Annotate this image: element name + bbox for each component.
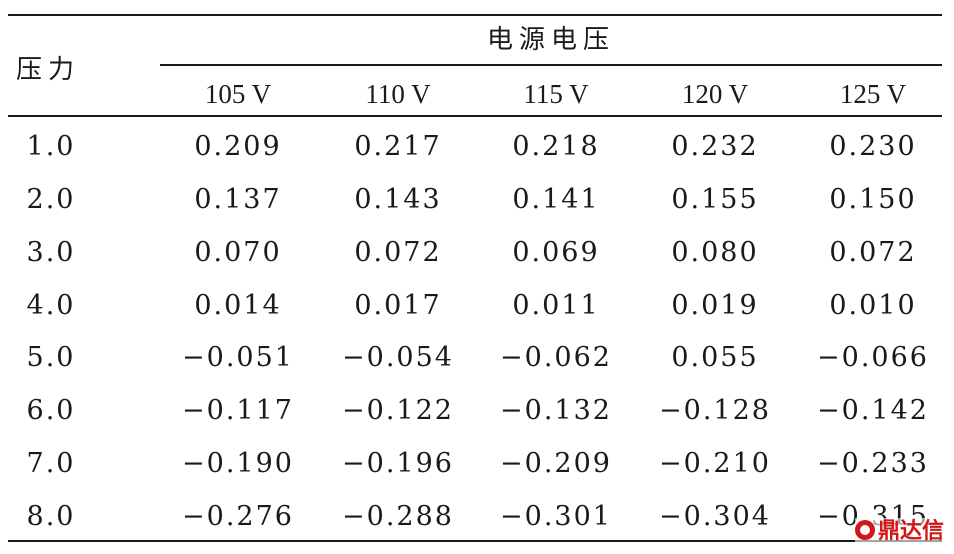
- table-cell: 0.072: [354, 237, 442, 268]
- table-cell: −0.190: [182, 448, 294, 479]
- table-cell: −0.066: [817, 342, 929, 373]
- table-cell: 0.019: [671, 290, 759, 321]
- table-cell: 0.150: [829, 184, 917, 215]
- table-cell: 0.011: [512, 290, 600, 321]
- watermark: 鼎达信: [854, 518, 944, 546]
- table-cell: 0.209: [194, 131, 282, 162]
- table-cell: 0.143: [354, 184, 442, 215]
- row-label: 2.0: [26, 184, 76, 215]
- table-cell: −0.304: [659, 501, 771, 532]
- table-top-rule: [8, 14, 942, 16]
- row-label: 4.0: [26, 290, 76, 321]
- table-cell: 0.017: [354, 290, 442, 321]
- table-cell: −0.122: [342, 395, 454, 426]
- column-header: 120 V: [681, 79, 749, 109]
- header-bottom-rule: [8, 115, 942, 117]
- table-cell: −0.117: [182, 395, 294, 426]
- column-header: 125 V: [839, 79, 907, 109]
- table-cell: −0.276: [182, 501, 294, 532]
- table-cell: −0.288: [342, 501, 454, 532]
- table-cell: 0.069: [512, 237, 600, 268]
- row-label: 6.0: [26, 395, 76, 426]
- table-cell: −0.301: [500, 501, 612, 532]
- row-header-pressure: 压力: [15, 55, 80, 85]
- column-header: 105 V: [204, 79, 272, 109]
- watermark-text: 鼎达信: [877, 519, 944, 544]
- table-cell: −0.128: [659, 395, 771, 426]
- table-cell: −0.054: [342, 342, 454, 373]
- table-cell: 0.232: [671, 131, 759, 162]
- table-cell: 0.014: [194, 290, 282, 321]
- table-cell: 0.055: [671, 342, 759, 373]
- table-cell: 0.080: [671, 237, 759, 268]
- table-cell: 0.230: [829, 131, 917, 162]
- table-cell: 0.137: [194, 184, 282, 215]
- row-label: 1.0: [26, 131, 76, 162]
- logo-icon: [854, 520, 875, 540]
- table-cell: −0.210: [659, 448, 771, 479]
- row-label: 7.0: [26, 448, 76, 479]
- table-cell: 0.217: [354, 131, 442, 162]
- table-cell: −0.233: [817, 448, 929, 479]
- group-header-rule: [160, 64, 942, 66]
- group-header-voltage: 电源电压: [486, 25, 615, 55]
- table-bottom-rule: [8, 540, 942, 542]
- table-cell: −0.062: [500, 342, 612, 373]
- table-cell: 0.218: [512, 131, 600, 162]
- row-label: 5.0: [26, 342, 76, 373]
- table-cell: 0.155: [671, 184, 759, 215]
- table-cell: −0.209: [500, 448, 612, 479]
- table-cell: −0.196: [342, 448, 454, 479]
- table-cell: 0.070: [194, 237, 282, 268]
- table-cell: 0.010: [829, 290, 917, 321]
- row-label: 8.0: [26, 501, 76, 532]
- table-cell: −0.132: [500, 395, 612, 426]
- table-cell: −0.051: [182, 342, 294, 373]
- column-header: 110 V: [365, 79, 431, 109]
- row-label: 3.0: [26, 237, 76, 268]
- column-header: 115 V: [523, 79, 589, 109]
- table-cell: −0.142: [817, 395, 929, 426]
- table-cell: 0.072: [829, 237, 917, 268]
- table-cell: 0.141: [512, 184, 600, 215]
